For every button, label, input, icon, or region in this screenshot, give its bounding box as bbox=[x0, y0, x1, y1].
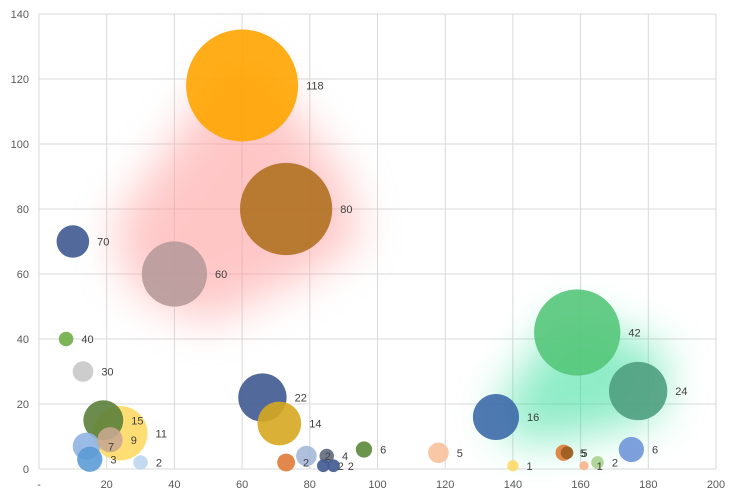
bubble bbox=[534, 289, 621, 376]
data-label: 70 bbox=[97, 237, 109, 249]
y-tick-label: 40 bbox=[17, 334, 29, 346]
data-label: 7 bbox=[108, 441, 114, 453]
y-tick-label: 140 bbox=[11, 9, 29, 21]
x-tick-label: 180 bbox=[639, 479, 657, 491]
data-label: 80 bbox=[340, 204, 352, 216]
x-tick-label: 160 bbox=[571, 479, 589, 491]
x-tick-label: 120 bbox=[436, 479, 454, 491]
bubble bbox=[579, 461, 589, 471]
data-label: 6 bbox=[380, 445, 386, 457]
bubble bbox=[507, 460, 519, 472]
data-label: 3 bbox=[110, 454, 116, 466]
data-label: 118 bbox=[306, 81, 324, 93]
x-tick-label: 100 bbox=[368, 479, 386, 491]
x-tick-label: - bbox=[37, 479, 41, 491]
data-label: 1 bbox=[527, 461, 533, 473]
bubble bbox=[618, 436, 645, 463]
data-label: 15 bbox=[131, 415, 143, 427]
bubble bbox=[133, 455, 148, 470]
data-label: 2 bbox=[348, 461, 354, 473]
bubble bbox=[317, 459, 330, 473]
bubble bbox=[428, 442, 449, 464]
bubble bbox=[257, 401, 302, 446]
data-label: 40 bbox=[81, 334, 93, 346]
axis-ticks: -20 40 60 80 100 120 140 160 180 2000204060801001… bbox=[11, 9, 726, 491]
bubble bbox=[296, 445, 317, 467]
data-label: 16 bbox=[527, 412, 539, 424]
x-tick-label: 60 bbox=[236, 479, 248, 491]
x-tick-label: 20 bbox=[101, 479, 113, 491]
y-tick-label: 0 bbox=[23, 464, 29, 476]
data-label: 11 bbox=[156, 428, 167, 440]
y-tick-label: 100 bbox=[11, 139, 29, 151]
bubble bbox=[277, 453, 296, 472]
data-label: 2 bbox=[612, 458, 618, 470]
data-label: 9 bbox=[131, 435, 137, 447]
bubble bbox=[186, 29, 299, 142]
data-label: 4 bbox=[342, 451, 348, 463]
data-label: 42 bbox=[628, 328, 640, 340]
data-label: 2 bbox=[338, 461, 344, 473]
data-label: 30 bbox=[101, 367, 113, 379]
bubble bbox=[58, 331, 74, 347]
data-label: 5 bbox=[457, 448, 463, 460]
x-tick-label: 80 bbox=[304, 479, 316, 491]
bubble bbox=[141, 241, 208, 307]
bubble bbox=[608, 361, 668, 421]
bubble bbox=[239, 162, 333, 256]
y-tick-label: 80 bbox=[17, 204, 29, 216]
y-tick-label: 20 bbox=[17, 399, 29, 411]
bubble bbox=[591, 456, 604, 469]
x-tick-label: 140 bbox=[504, 479, 522, 491]
data-label: 24 bbox=[675, 386, 687, 398]
data-label: 5 bbox=[580, 448, 586, 460]
data-label: 2 bbox=[325, 451, 331, 463]
data-label: 1 bbox=[597, 461, 603, 473]
bubble-series bbox=[56, 29, 668, 473]
bubble bbox=[472, 393, 520, 441]
data-label: 2 bbox=[303, 458, 309, 470]
bubble bbox=[72, 361, 94, 382]
y-tick-label: 120 bbox=[11, 74, 29, 86]
bubble bbox=[56, 225, 90, 258]
data-label: 22 bbox=[295, 393, 307, 405]
x-tick-label: 40 bbox=[168, 479, 180, 491]
bubble bbox=[560, 446, 574, 460]
bubble bbox=[97, 427, 123, 453]
bubble bbox=[327, 459, 340, 473]
y-tick-label: 60 bbox=[17, 269, 29, 281]
x-tick-label: 200 bbox=[707, 479, 725, 491]
data-label: 2 bbox=[156, 458, 162, 470]
bubble bbox=[355, 441, 373, 458]
data-label: 5 bbox=[581, 448, 587, 460]
bubble bbox=[77, 446, 103, 472]
data-label: 6 bbox=[652, 445, 658, 457]
data-label: 14 bbox=[309, 419, 321, 431]
data-label: 60 bbox=[215, 269, 227, 281]
